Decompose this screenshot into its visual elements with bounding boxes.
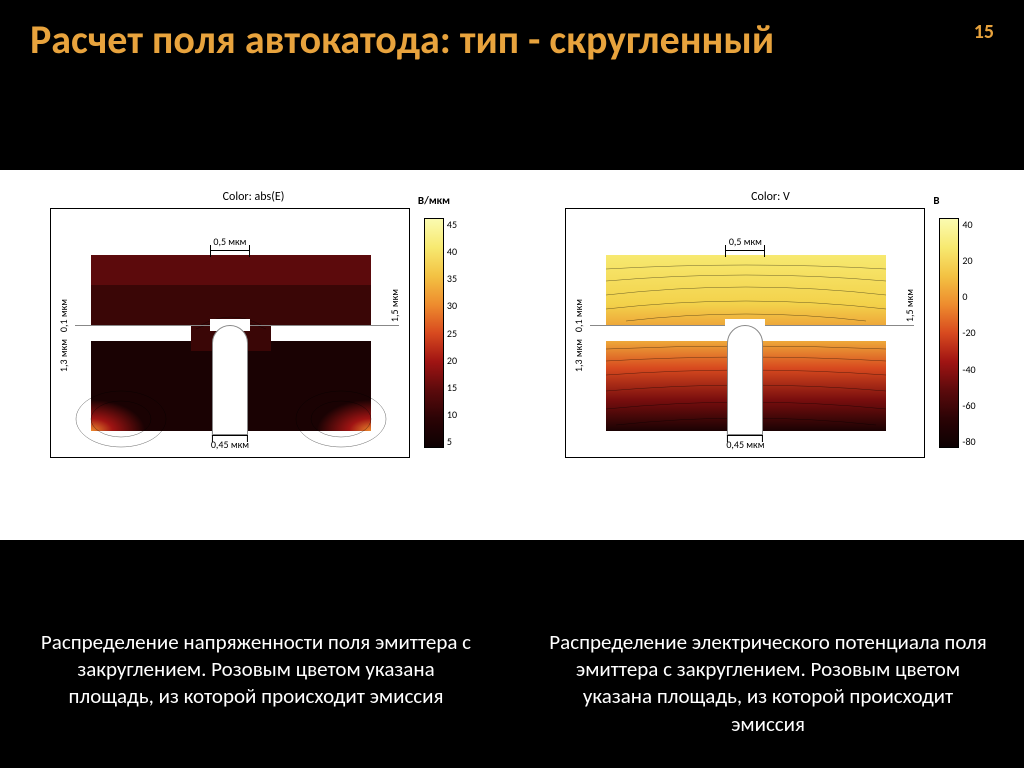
chart-title: Color: V	[751, 190, 790, 204]
colorbar-tick: 45	[447, 218, 457, 231]
dim-top: 0,5 мкм	[210, 235, 250, 251]
colorbar-tick: 25	[447, 327, 457, 340]
colorbar-tick: -20	[962, 326, 975, 339]
captions: Распределение напряженности поля эмиттер…	[0, 629, 1024, 738]
colorbar-tick: -80	[962, 435, 975, 448]
colorbar: В/мкм 45403530252015105	[424, 208, 457, 458]
dim-left-lower: 1,3 мкм	[57, 339, 70, 375]
emitter-shape	[727, 325, 763, 435]
colorbar-tick: 5	[447, 435, 457, 448]
colorbar-tick: -40	[962, 363, 975, 376]
slide: Расчет поля автокатода: тип - скругленны…	[0, 0, 1024, 768]
colorbar-tick: 15	[447, 381, 457, 394]
left-caption: Распределение напряженности поля эмиттер…	[36, 629, 476, 738]
colorbar-tick: 30	[447, 299, 457, 312]
colorbar-tick: 35	[447, 272, 457, 285]
chart-title: Color: abs(E)	[223, 190, 285, 204]
colorbar-tick: 20	[447, 354, 457, 367]
slide-title: Расчет поля автокатода: тип - скругленны…	[0, 0, 1024, 62]
dim-top: 0,5 мкм	[725, 235, 765, 251]
colorbar-tick: 20	[962, 254, 975, 267]
dim-right: 1,5 мкм	[903, 289, 916, 325]
colorbar-tick: 10	[447, 408, 457, 421]
colorbar-tick: 40	[447, 245, 457, 258]
dim-left-upper: 0,1 мкм	[57, 299, 70, 332]
colorbar-tick: 40	[962, 218, 975, 231]
dim-left-lower: 1,3 мкм	[572, 339, 585, 375]
dim-right: 1,5 мкм	[388, 289, 401, 325]
dim-bottom: 0,45 мкм	[726, 435, 764, 451]
dim-bottom: 0,45 мкм	[211, 435, 249, 451]
emitter-shape	[212, 325, 248, 435]
colorbar-tick: -60	[962, 399, 975, 412]
figure-panel: Color: abs(E)	[0, 170, 1024, 540]
dim-left-upper: 0,1 мкм	[572, 299, 585, 332]
left-chart: Color: abs(E)	[19, 190, 489, 490]
colorbar-tick: 0	[962, 290, 975, 303]
plot-area: 0,5 мкм 0,45 мкм 0,1 мкм 1,3 мкм	[565, 208, 925, 458]
right-caption: Распределение электрического потенциала …	[548, 629, 988, 738]
plot-area: 0,5 мкм 0,45 мкм 0,1 мкм 1,3 мкм	[50, 208, 410, 458]
colorbar: В 40200-20-40-60-80	[939, 208, 975, 458]
right-chart: Color: V	[536, 190, 1006, 490]
page-number: 15	[974, 20, 994, 44]
